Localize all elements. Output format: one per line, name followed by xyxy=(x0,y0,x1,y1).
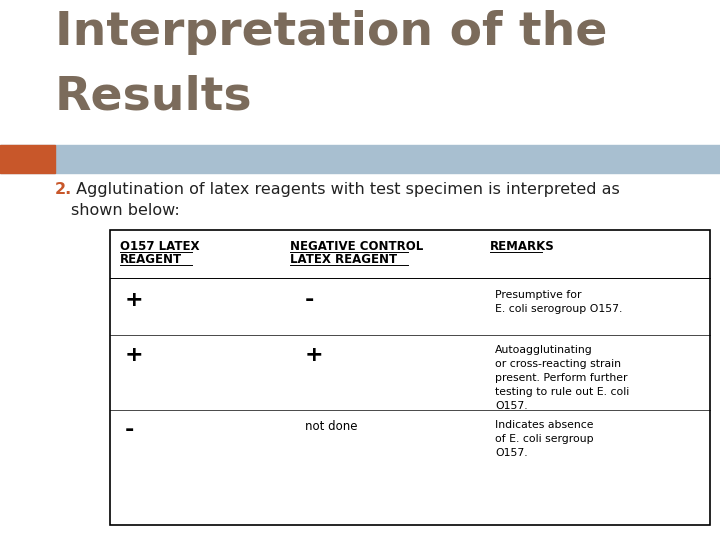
Text: Autoagglutinating
or cross-reacting strain
present. Perform further
testing to r: Autoagglutinating or cross-reacting stra… xyxy=(495,345,629,411)
Text: +: + xyxy=(305,345,323,365)
Bar xyxy=(0,145,55,173)
Text: -: - xyxy=(305,290,315,310)
Text: +: + xyxy=(125,345,143,365)
Text: Interpretation of the: Interpretation of the xyxy=(55,10,608,55)
Text: O157 LATEX: O157 LATEX xyxy=(120,240,199,253)
Text: +: + xyxy=(125,290,143,310)
Bar xyxy=(110,230,710,525)
Text: REMARKS: REMARKS xyxy=(490,240,554,253)
Text: Presumptive for
E. coli serogroup O157.: Presumptive for E. coli serogroup O157. xyxy=(495,290,622,314)
Bar xyxy=(0,145,720,173)
Text: Results: Results xyxy=(55,75,253,120)
Text: not done: not done xyxy=(305,420,358,433)
Text: Agglutination of latex reagents with test specimen is interpreted as
shown below: Agglutination of latex reagents with tes… xyxy=(71,182,620,218)
Text: 2.: 2. xyxy=(55,182,72,197)
Text: -: - xyxy=(125,420,135,440)
Text: NEGATIVE CONTROL: NEGATIVE CONTROL xyxy=(290,240,423,253)
Text: REAGENT: REAGENT xyxy=(120,253,182,266)
Text: Indicates absence
of E. coli sergroup
O157.: Indicates absence of E. coli sergroup O1… xyxy=(495,420,593,458)
Text: LATEX REAGENT: LATEX REAGENT xyxy=(290,253,397,266)
